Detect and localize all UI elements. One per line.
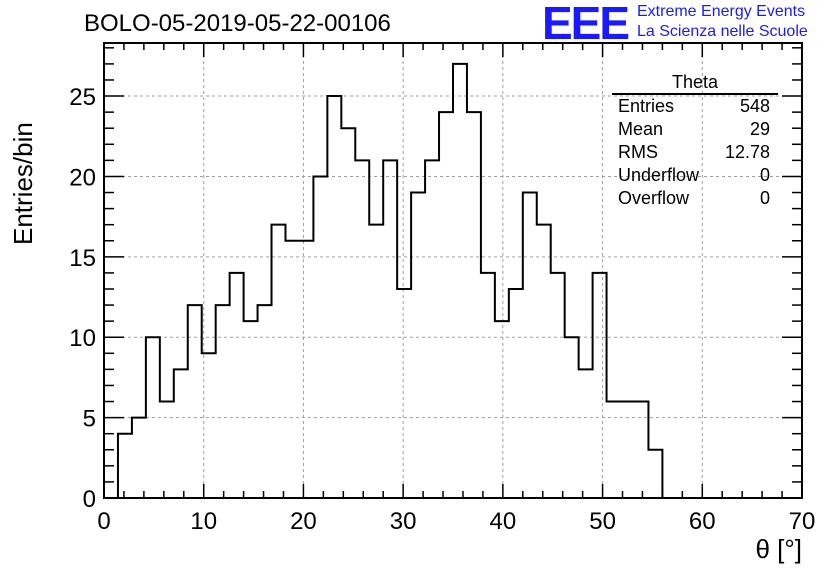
- stats-label: Underflow: [618, 165, 700, 185]
- x-axis-label: θ [°]: [755, 534, 802, 564]
- stats-label: RMS: [618, 142, 658, 162]
- y-tick-label: 10: [69, 325, 96, 352]
- x-tick-label: 50: [589, 508, 616, 535]
- stats-value: 29: [749, 119, 770, 139]
- stats-label: Overflow: [618, 188, 690, 208]
- logo-line-1: Extreme Energy Events: [637, 3, 806, 20]
- x-tick-label: 20: [290, 508, 317, 535]
- logo-line-2: La Scienza nelle Scuole: [637, 23, 808, 40]
- stats-row-entries: Entries 548: [612, 95, 778, 118]
- x-tick-label: 70: [789, 508, 816, 535]
- stats-row-underflow: Underflow 0: [612, 164, 778, 187]
- stats-value: 0: [759, 188, 770, 208]
- stats-title: Theta: [612, 71, 778, 95]
- axis-ticks: [103, 43, 803, 499]
- stats-value: 0: [759, 165, 770, 185]
- y-tick-label: 0: [83, 486, 96, 513]
- x-tick-label: 40: [490, 508, 517, 535]
- stats-value: 12.78: [724, 142, 770, 162]
- x-tick-label: 0: [97, 508, 110, 535]
- eee-logo-text: Extreme Energy Events La Scienza nelle S…: [637, 2, 808, 42]
- chart-title: BOLO-05-2019-05-22-00106: [84, 10, 391, 37]
- stats-label: Mean: [618, 119, 664, 139]
- y-tick-label: 15: [69, 245, 96, 272]
- y-tick-label: 20: [69, 164, 96, 191]
- stats-box: Theta Entries 548 Mean 29 RMS 12.78 Unde…: [612, 71, 778, 210]
- x-tick-label: 30: [390, 508, 417, 535]
- tick-labels: 0 10 20 30 40 50 60 70 0 5 10 15 20 25: [69, 84, 815, 535]
- y-tick-label: 25: [69, 84, 96, 111]
- x-tick-label: 60: [689, 508, 716, 535]
- eee-logo-mark: EEE: [542, 0, 630, 49]
- stats-label: Entries: [618, 96, 675, 116]
- stats-value: 548: [739, 96, 770, 116]
- stats-row-rms: RMS 12.78: [612, 141, 778, 164]
- histogram-line: [104, 62, 677, 499]
- y-tick-label: 5: [83, 406, 96, 433]
- stats-row-mean: Mean 29: [612, 118, 778, 141]
- stats-row-overflow: Overflow 0: [612, 187, 778, 210]
- x-tick-label: 10: [190, 508, 217, 535]
- plot-frame: [103, 42, 803, 499]
- y-axis-label: Entries/bin: [8, 121, 38, 245]
